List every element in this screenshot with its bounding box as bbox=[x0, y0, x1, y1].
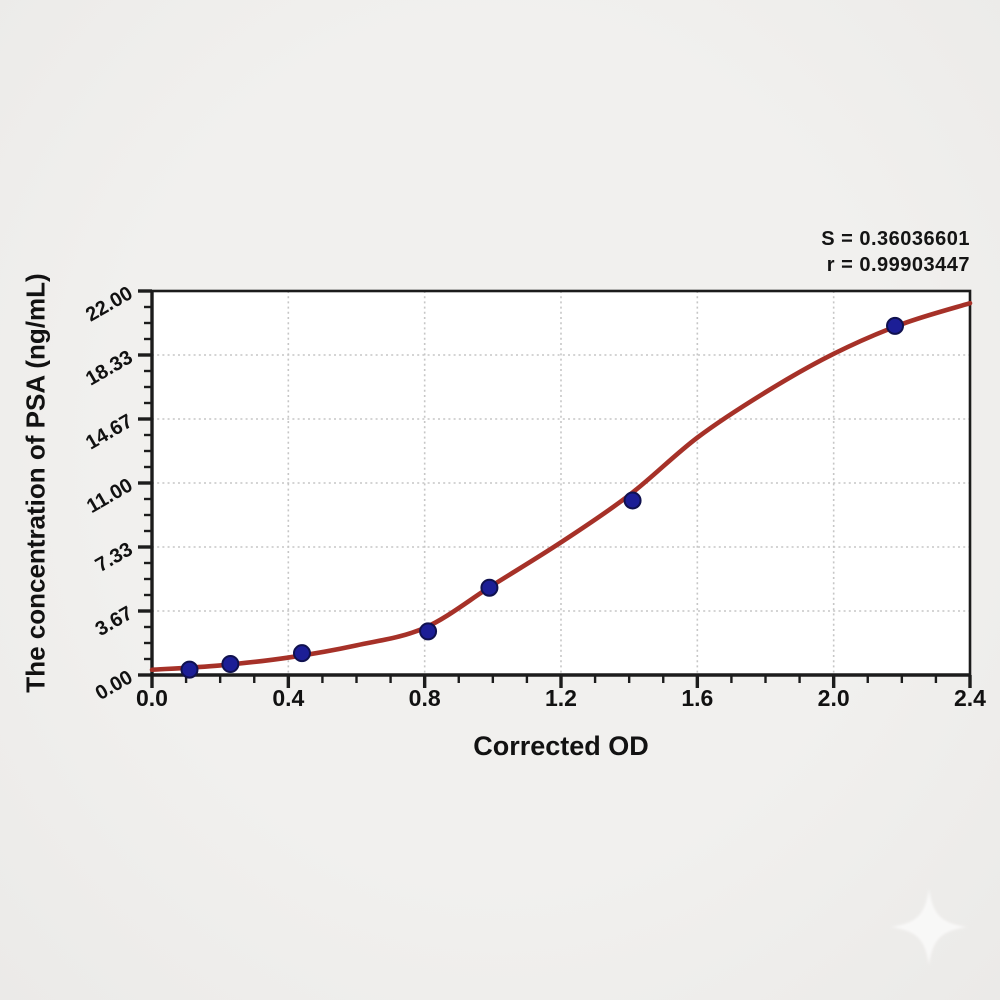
x-tick-label: 1.2 bbox=[545, 685, 577, 711]
x-tick-label: 2.0 bbox=[818, 685, 850, 711]
data-point bbox=[419, 622, 438, 641]
x-tick-label: 0.0 bbox=[136, 685, 168, 711]
x-tick-label: 1.6 bbox=[681, 685, 713, 711]
y-tick-label: 11.00 bbox=[83, 474, 136, 518]
x-axis-title: Corrected OD bbox=[473, 731, 649, 761]
y-tick-label: 14.67 bbox=[82, 410, 136, 454]
x-tick-label: 0.4 bbox=[272, 685, 304, 711]
x-tick-label: 2.4 bbox=[954, 685, 986, 711]
sparkle-watermark-icon bbox=[891, 889, 967, 965]
x-tick-label: 0.8 bbox=[409, 685, 441, 711]
s-value-label: S = 0.36036601 bbox=[821, 228, 970, 250]
y-axis-title: The concentration of PSA (ng/mL) bbox=[20, 273, 51, 693]
data-point bbox=[480, 578, 499, 597]
y-tick-label: 3.67 bbox=[92, 602, 137, 641]
data-point bbox=[292, 644, 311, 663]
data-point bbox=[180, 660, 199, 679]
data-point bbox=[623, 491, 642, 510]
fit-curve-line bbox=[149, 300, 973, 673]
y-tick-label: 7.33 bbox=[92, 538, 137, 577]
y-tick-label: 22.00 bbox=[82, 282, 136, 326]
fit-statistics: S = 0.36036601 r = 0.99903447 bbox=[821, 226, 970, 278]
y-tick-label: 18.33 bbox=[82, 346, 136, 390]
y-tick-label: 0.00 bbox=[92, 666, 137, 705]
sparkle-shape bbox=[891, 889, 967, 965]
data-point bbox=[886, 316, 905, 335]
data-point bbox=[221, 655, 240, 674]
r-value-label: r = 0.99903447 bbox=[826, 254, 970, 276]
